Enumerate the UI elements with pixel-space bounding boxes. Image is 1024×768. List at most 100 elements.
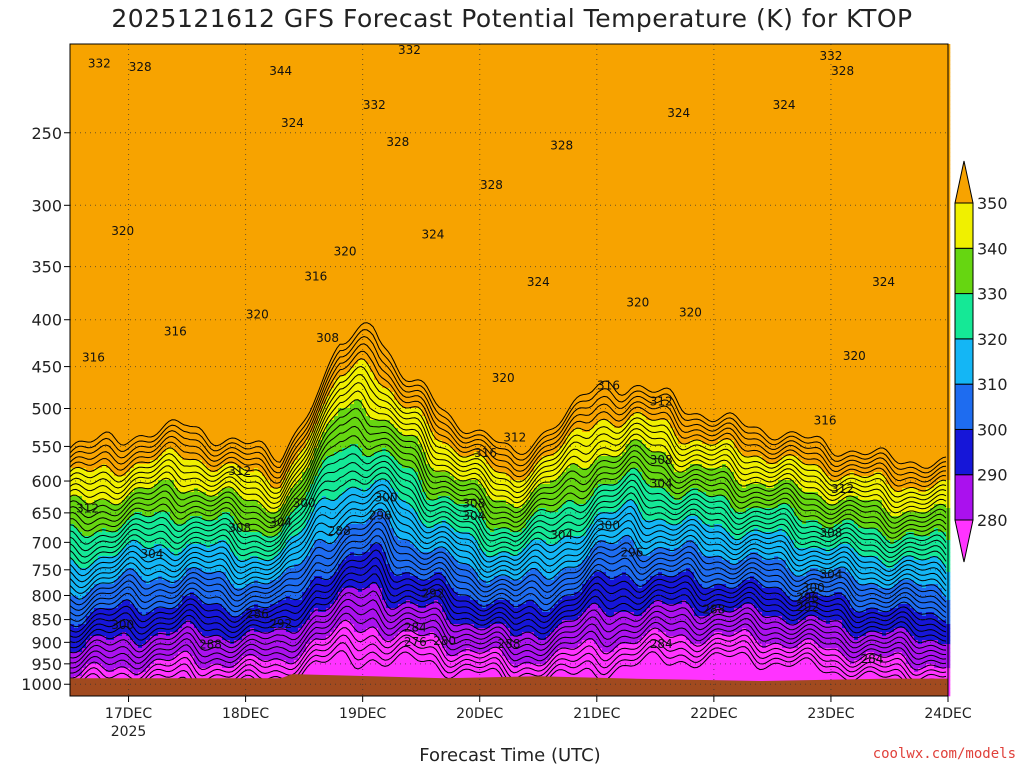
theta-cell bbox=[90, 156, 95, 161]
theta-cell bbox=[78, 204, 83, 209]
theta-cell bbox=[186, 276, 191, 281]
theta-cell bbox=[158, 160, 163, 165]
theta-cell bbox=[174, 56, 179, 61]
theta-cell bbox=[178, 56, 183, 61]
theta-cell bbox=[70, 452, 75, 457]
theta-cell bbox=[90, 436, 95, 441]
theta-cell bbox=[94, 484, 99, 489]
theta-cell bbox=[166, 180, 171, 185]
theta-cell bbox=[166, 408, 171, 413]
theta-cell bbox=[98, 48, 103, 53]
theta-cell bbox=[82, 140, 87, 145]
theta-cell bbox=[174, 452, 179, 457]
theta-cell bbox=[162, 92, 167, 97]
theta-cell bbox=[174, 132, 179, 137]
theta-cell bbox=[86, 456, 91, 461]
theta-cell bbox=[150, 524, 155, 529]
theta-cell bbox=[190, 112, 195, 117]
theta-cell bbox=[150, 564, 155, 569]
theta-cell bbox=[158, 200, 163, 205]
theta-cell bbox=[98, 280, 103, 285]
theta-cell bbox=[142, 632, 147, 637]
theta-cell bbox=[98, 204, 103, 209]
theta-cell bbox=[94, 268, 99, 273]
theta-cell bbox=[186, 500, 191, 505]
theta-cell bbox=[90, 428, 95, 433]
theta-cell bbox=[114, 352, 119, 357]
theta-cell bbox=[70, 496, 75, 501]
theta-cell bbox=[98, 412, 103, 417]
theta-cell bbox=[90, 644, 95, 649]
theta-cell bbox=[142, 392, 147, 397]
theta-cell bbox=[178, 572, 183, 577]
theta-cell bbox=[174, 120, 179, 125]
theta-cell bbox=[110, 84, 115, 89]
theta-cell bbox=[166, 620, 171, 625]
theta-cell bbox=[126, 300, 131, 305]
theta-cell bbox=[178, 524, 183, 529]
theta-cell bbox=[102, 628, 107, 633]
theta-cell bbox=[158, 300, 163, 305]
theta-cell bbox=[142, 240, 147, 245]
theta-cell bbox=[166, 372, 171, 377]
theta-cell bbox=[166, 636, 171, 641]
theta-cell bbox=[182, 140, 187, 145]
theta-cell bbox=[78, 180, 83, 185]
theta-cell bbox=[98, 104, 103, 109]
theta-cell bbox=[142, 148, 147, 153]
theta-cell bbox=[114, 48, 119, 53]
theta-cell bbox=[94, 164, 99, 169]
theta-cell bbox=[142, 244, 147, 249]
theta-cell bbox=[190, 336, 195, 341]
theta-cell bbox=[94, 196, 99, 201]
theta-cell bbox=[86, 504, 91, 509]
theta-cell bbox=[170, 208, 175, 213]
theta-cell bbox=[106, 592, 111, 597]
theta-cell bbox=[142, 228, 147, 233]
theta-cell bbox=[110, 156, 115, 161]
theta-cell bbox=[130, 344, 135, 349]
theta-cell bbox=[78, 84, 83, 89]
theta-cell bbox=[122, 628, 127, 633]
theta-cell bbox=[82, 284, 87, 289]
theta-cell bbox=[118, 196, 123, 201]
theta-cell bbox=[94, 624, 99, 629]
theta-cell bbox=[182, 244, 187, 249]
theta-cell bbox=[102, 584, 107, 589]
theta-cell bbox=[114, 564, 119, 569]
theta-cell bbox=[166, 108, 171, 113]
theta-cell bbox=[138, 168, 143, 173]
theta-cell bbox=[134, 80, 139, 85]
theta-cell bbox=[90, 260, 95, 265]
theta-cell bbox=[158, 552, 163, 557]
theta-cell bbox=[106, 68, 111, 73]
theta-cell bbox=[166, 672, 171, 677]
theta-cell bbox=[106, 324, 111, 329]
theta-cell bbox=[82, 632, 87, 637]
theta-cell bbox=[110, 76, 115, 81]
theta-cell bbox=[122, 124, 127, 129]
theta-cell bbox=[178, 552, 183, 557]
theta-cell bbox=[78, 644, 83, 649]
theta-cell bbox=[162, 76, 167, 81]
theta-cell bbox=[186, 340, 191, 345]
theta-cell bbox=[158, 132, 163, 137]
theta-cell bbox=[162, 268, 167, 273]
theta-cell bbox=[102, 300, 107, 305]
theta-cell bbox=[94, 576, 99, 581]
theta-cell bbox=[74, 88, 79, 93]
theta-cell bbox=[178, 220, 183, 225]
theta-cell bbox=[90, 624, 95, 629]
theta-cell bbox=[178, 460, 183, 465]
theta-cell bbox=[102, 656, 107, 661]
theta-cell bbox=[150, 228, 155, 233]
theta-cell bbox=[146, 256, 151, 261]
theta-cell bbox=[138, 48, 143, 53]
theta-cell bbox=[78, 404, 83, 409]
theta-cell bbox=[114, 176, 119, 181]
theta-cell bbox=[102, 240, 107, 245]
theta-cell bbox=[82, 228, 87, 233]
theta-cell bbox=[182, 536, 187, 541]
theta-cell bbox=[182, 256, 187, 261]
theta-cell bbox=[138, 636, 143, 641]
